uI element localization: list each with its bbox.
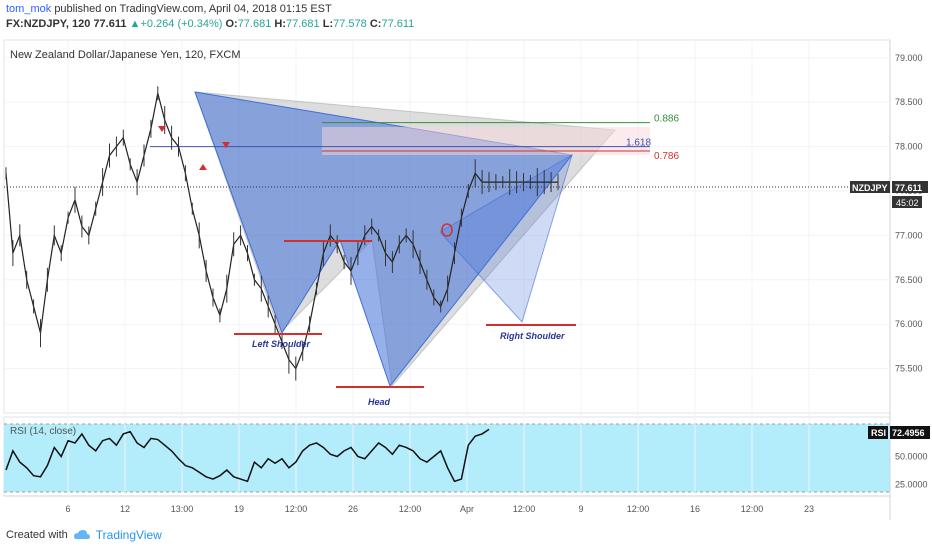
price-tick-label: 78.000: [895, 142, 923, 152]
time-tick-label: 13:00: [171, 504, 194, 514]
tradingview-brand-link[interactable]: TradingView: [95, 528, 162, 542]
price-change: +0.264 (+0.34%): [140, 18, 223, 30]
rsi-value-badge: [890, 426, 930, 439]
symbol-badge: [850, 181, 890, 193]
close-label: C:: [369, 18, 382, 30]
time-tick-label: 9: [578, 504, 583, 514]
last-price-badge-text: 77.611: [895, 183, 922, 193]
up-triangle-icon: [199, 164, 207, 170]
left-shoulder-label: Left Shoulder: [252, 339, 310, 349]
price-tick-label: 79.000: [895, 53, 923, 63]
right-shoulder-label: Right Shoulder: [500, 331, 565, 341]
time-tick-label: 16: [690, 504, 700, 514]
symbol-badge-text: NZDJPY: [852, 183, 888, 193]
fib-label: 0.886: [654, 114, 679, 125]
low-value: 77.578: [333, 18, 367, 30]
up-arrow-icon: ▲: [129, 18, 141, 30]
fib-label: 0.786: [654, 151, 679, 162]
price-tick-label: 76.000: [895, 319, 923, 329]
time-axis-ticks: 6 12 13:00 19 12:00 26 12:00 Apr 12:00 9 12:00 16 12…: [65, 504, 814, 514]
open-label: O:: [225, 18, 238, 30]
chart-title: New Zealand Dollar/Japanese Yen, 120, FX…: [10, 49, 241, 61]
symbol-interval: FX:NZDJPY, 120: [6, 18, 91, 30]
rsi-series: [5, 428, 490, 483]
rsi-label-badge-text: RSI: [871, 428, 886, 438]
open-value: 77.681: [237, 18, 272, 30]
footer: Created with TradingView: [6, 528, 162, 542]
time-tick-label: 26: [348, 504, 358, 514]
tradingview-cloud-icon: [73, 530, 90, 539]
time-tick-label: 6: [65, 504, 70, 514]
price-tick-label: 76.500: [895, 275, 923, 285]
time-tick-label: 12:00: [741, 504, 764, 514]
time-tick-label: 12:00: [285, 504, 308, 514]
last-price: 77.611: [93, 18, 127, 30]
blue-pattern-right: [439, 153, 573, 323]
close-value: 77.611: [381, 18, 415, 30]
down-triangle-icon: [158, 126, 166, 132]
rsi-tick-label: 25.0000: [895, 480, 928, 490]
created-with-text: Created with: [6, 529, 68, 541]
price-tick-label: 77.000: [895, 230, 923, 240]
price-tick-label: 75.500: [895, 364, 923, 374]
high-value: 77.681: [286, 18, 320, 30]
price-tick-label: 78.500: [895, 97, 923, 107]
time-tick-label: 12: [120, 504, 130, 514]
circle-marker: [441, 223, 453, 237]
time-tick-label: Apr: [460, 504, 474, 514]
last-price-badge: [892, 181, 928, 193]
rsi-tick-label: 50.0000: [895, 452, 928, 462]
username-link[interactable]: tom_mok: [6, 3, 52, 15]
time-tick-label: 23: [804, 504, 814, 514]
rsi-label-badge: [868, 426, 888, 439]
rsi-band: [4, 424, 890, 492]
low-label: L:: [322, 18, 334, 30]
publisher-line: tom_mok published on TradingView.com, Ap…: [6, 3, 332, 15]
rsi-title: RSI (14, close): [10, 426, 76, 437]
high-label: H:: [274, 18, 287, 30]
price-bars: [5, 86, 559, 381]
price-axis-ticks: 79.00078.50078.00077.50077.00076.50076.0…: [895, 53, 923, 374]
time-tick-label: 12:00: [513, 504, 536, 514]
fib-label: 1.618: [626, 138, 651, 149]
time-tick-label: 12:00: [627, 504, 650, 514]
published-text: published on TradingView.com, April 04, …: [54, 3, 332, 15]
time-tick-label: 12:00: [399, 504, 422, 514]
rsi-axis-ticks: 50.0000 25.0000: [895, 452, 928, 490]
symbol-line: FX:NZDJPY, 120 77.611 ▲+0.264 (+0.34%) O…: [6, 18, 414, 30]
countdown-badge: [892, 196, 922, 208]
time-tick-label: 19: [234, 504, 244, 514]
head-label: Head: [368, 397, 391, 407]
down-triangle-icon: [222, 142, 230, 148]
countdown-text: 45:02: [896, 198, 919, 208]
fib-zone: [322, 127, 650, 155]
rsi-value-badge-text: 72.4956: [892, 428, 925, 438]
